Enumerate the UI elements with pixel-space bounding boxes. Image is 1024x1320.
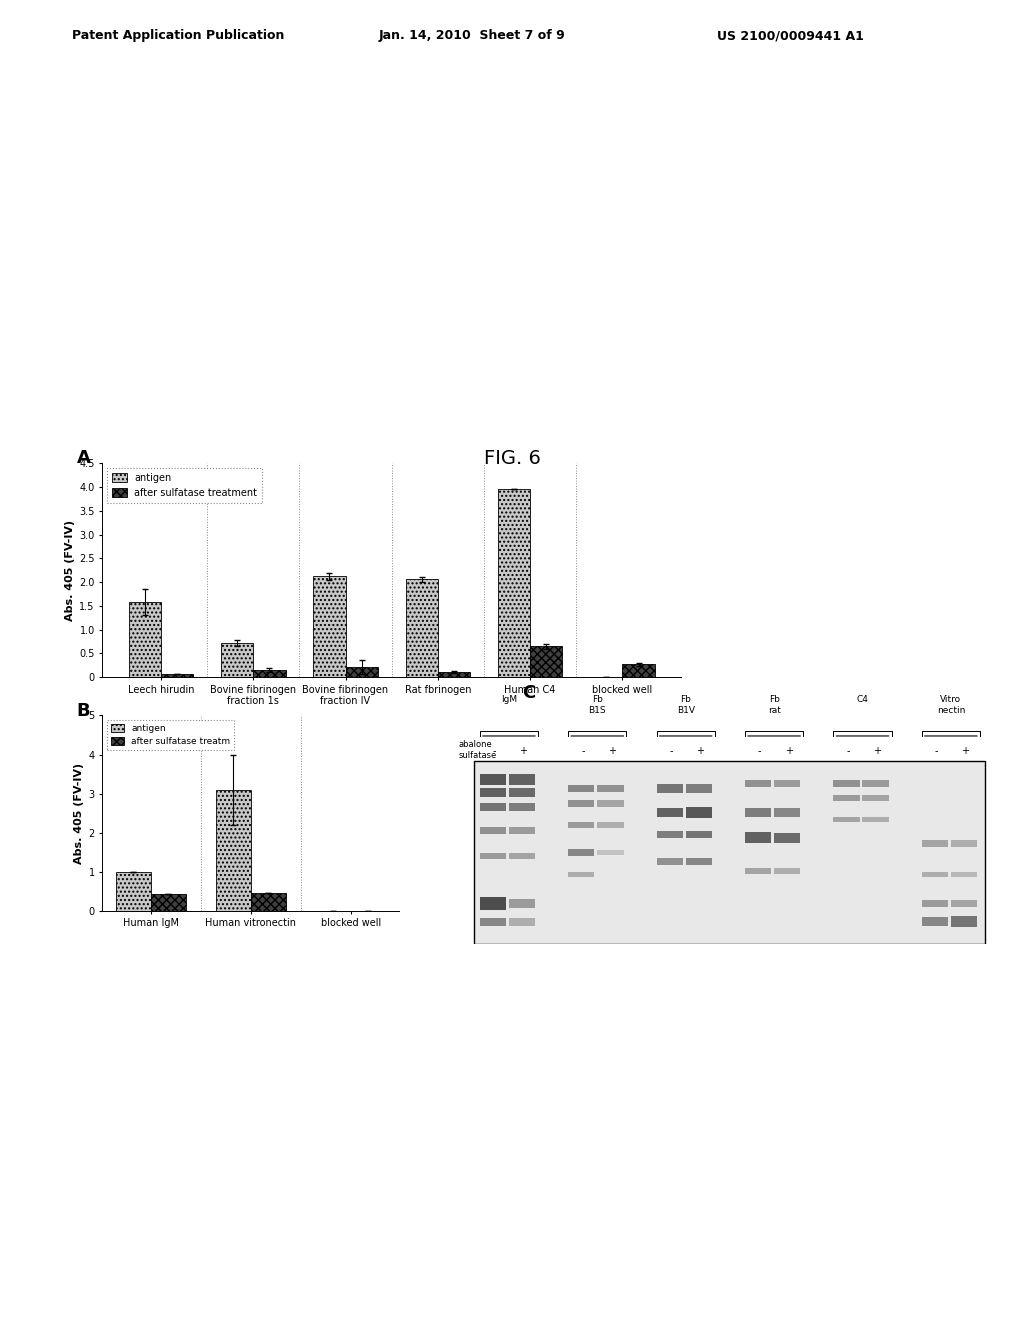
Text: abalone
sulfatase: abalone sulfatase bbox=[459, 741, 497, 759]
Text: +: + bbox=[784, 746, 793, 756]
Text: -: - bbox=[670, 746, 673, 756]
Text: -: - bbox=[846, 746, 850, 756]
Text: A: A bbox=[77, 449, 91, 467]
Bar bbox=[480, 854, 506, 859]
Text: -: - bbox=[581, 746, 585, 756]
Text: -: - bbox=[493, 746, 497, 756]
Bar bbox=[774, 780, 801, 787]
Text: Vitro
nectin: Vitro nectin bbox=[937, 696, 965, 715]
Text: +: + bbox=[519, 746, 527, 756]
Bar bbox=[597, 822, 624, 828]
Bar bbox=[656, 784, 683, 793]
Bar bbox=[597, 800, 624, 807]
Bar bbox=[480, 774, 506, 785]
Text: Fb
rat: Fb rat bbox=[768, 696, 780, 715]
Bar bbox=[922, 900, 948, 907]
Bar bbox=[623, 664, 654, 677]
Text: B: B bbox=[77, 702, 90, 721]
Bar bbox=[509, 919, 536, 925]
Bar bbox=[922, 871, 948, 878]
Bar bbox=[745, 780, 771, 787]
Text: +: + bbox=[873, 746, 881, 756]
Bar bbox=[161, 675, 194, 677]
Bar bbox=[774, 808, 801, 817]
Bar bbox=[480, 804, 506, 810]
Bar bbox=[686, 858, 712, 866]
Bar bbox=[251, 894, 286, 911]
Bar bbox=[951, 871, 977, 878]
Text: Jan. 14, 2010  Sheet 7 of 9: Jan. 14, 2010 Sheet 7 of 9 bbox=[379, 29, 565, 42]
Bar bbox=[216, 789, 251, 911]
Bar bbox=[509, 788, 536, 797]
Text: US 2100/0009441 A1: US 2100/0009441 A1 bbox=[717, 29, 863, 42]
Text: +: + bbox=[696, 746, 705, 756]
Bar bbox=[406, 579, 438, 677]
Bar bbox=[656, 858, 683, 866]
Bar bbox=[656, 830, 683, 838]
Bar bbox=[834, 795, 860, 800]
Bar bbox=[774, 869, 801, 874]
Text: -: - bbox=[935, 746, 938, 756]
Bar bbox=[686, 807, 712, 818]
Bar bbox=[745, 869, 771, 874]
Text: FIG. 6: FIG. 6 bbox=[483, 449, 541, 467]
Bar bbox=[597, 785, 624, 792]
Y-axis label: Abs. 405 (FV-IV): Abs. 405 (FV-IV) bbox=[66, 520, 75, 620]
Bar bbox=[480, 898, 506, 909]
Bar bbox=[116, 871, 151, 911]
Bar bbox=[474, 762, 985, 944]
Bar bbox=[221, 643, 253, 677]
Bar bbox=[862, 817, 889, 822]
Bar bbox=[253, 671, 286, 677]
Bar bbox=[568, 785, 595, 792]
Bar bbox=[951, 840, 977, 847]
Bar bbox=[745, 833, 771, 843]
Text: C: C bbox=[522, 684, 536, 702]
Bar bbox=[656, 808, 683, 817]
Bar bbox=[480, 919, 506, 925]
Bar bbox=[313, 577, 345, 677]
Bar bbox=[686, 830, 712, 838]
Bar bbox=[509, 828, 536, 834]
Legend: antigen, after sulfatase treatment: antigen, after sulfatase treatment bbox=[108, 469, 262, 503]
Bar bbox=[568, 800, 595, 807]
Bar bbox=[922, 840, 948, 847]
Bar bbox=[862, 795, 889, 800]
Text: C4: C4 bbox=[856, 696, 868, 705]
Text: Patent Application Publication: Patent Application Publication bbox=[72, 29, 284, 42]
Bar bbox=[834, 780, 860, 787]
Bar bbox=[509, 899, 536, 908]
Text: +: + bbox=[962, 746, 970, 756]
Bar bbox=[480, 828, 506, 834]
Bar bbox=[745, 808, 771, 817]
Bar bbox=[509, 854, 536, 859]
Bar bbox=[498, 490, 530, 677]
Bar bbox=[480, 788, 506, 797]
Text: IgM: IgM bbox=[501, 696, 517, 705]
Bar bbox=[568, 822, 595, 828]
Bar bbox=[345, 667, 378, 677]
Bar bbox=[568, 871, 595, 878]
Legend: antigen, after sulfatase treatm: antigen, after sulfatase treatm bbox=[106, 719, 234, 750]
Text: +: + bbox=[608, 746, 615, 756]
Bar bbox=[922, 917, 948, 927]
Bar bbox=[129, 602, 161, 677]
Y-axis label: Abs. 405 (FV-IV): Abs. 405 (FV-IV) bbox=[75, 763, 84, 863]
Bar bbox=[834, 817, 860, 822]
Bar bbox=[151, 895, 186, 911]
Bar bbox=[530, 647, 562, 677]
Text: Fb
B1S: Fb B1S bbox=[589, 696, 606, 715]
Bar bbox=[774, 833, 801, 842]
Text: -: - bbox=[758, 746, 761, 756]
Bar bbox=[862, 780, 889, 787]
Bar bbox=[509, 774, 536, 785]
Bar bbox=[951, 900, 977, 907]
Bar bbox=[438, 672, 470, 677]
Bar bbox=[951, 916, 977, 928]
Text: Fb
B1V: Fb B1V bbox=[677, 696, 694, 715]
Bar bbox=[568, 849, 595, 857]
Bar bbox=[686, 784, 712, 793]
Bar bbox=[597, 850, 624, 855]
Bar bbox=[509, 804, 536, 810]
